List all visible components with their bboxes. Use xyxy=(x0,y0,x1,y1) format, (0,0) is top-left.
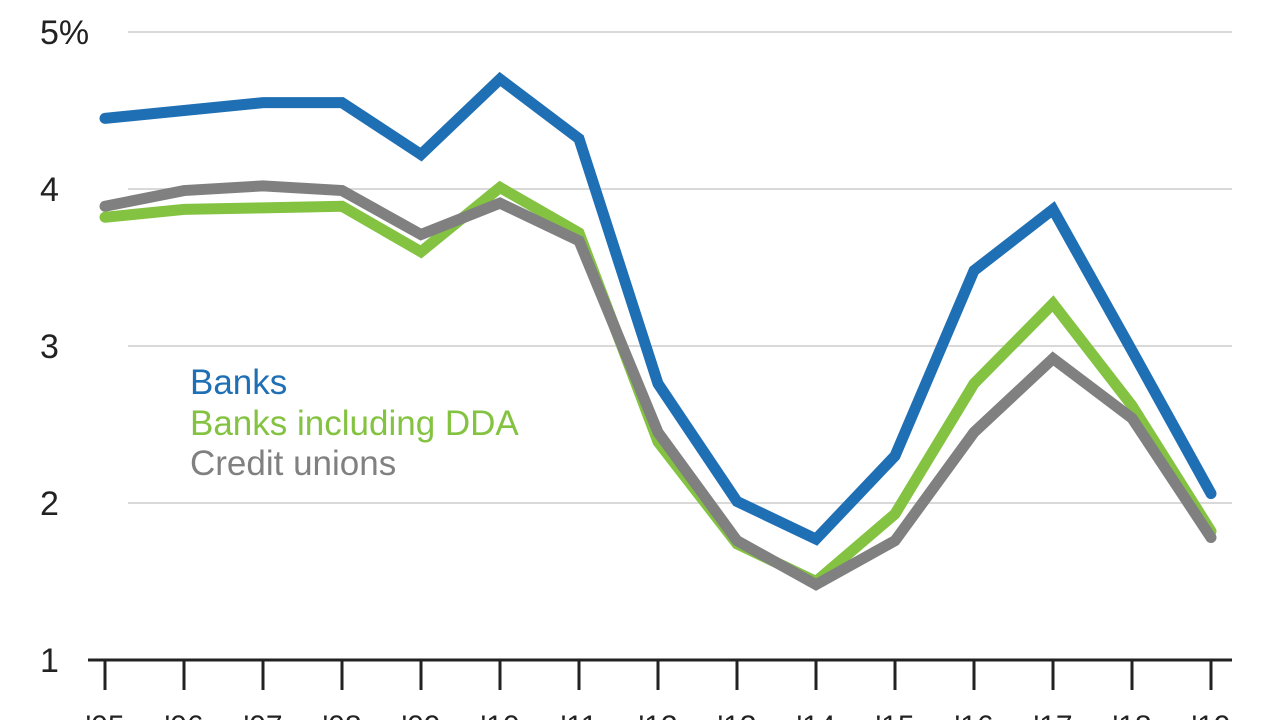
x-tick-label: '09 xyxy=(401,710,440,720)
y-tick-label: 5% xyxy=(40,14,89,52)
series-line-credit-unions xyxy=(99,180,1217,591)
x-axis xyxy=(88,658,1232,690)
series-lines xyxy=(99,71,1217,591)
x-tick-label: '11 xyxy=(561,710,598,720)
series-line-banks xyxy=(99,71,1217,546)
x-axis-tick-labels: '05 '06 '07 '08 '09 '10 '11 '12 '13 '14 '15 '16 '17 '… xyxy=(85,710,1230,720)
y-tick-label: 3 xyxy=(40,328,59,366)
y-tick-label: 1 xyxy=(40,642,59,680)
y-tick-label: 4 xyxy=(40,171,59,209)
x-tick-label: '14 xyxy=(796,710,835,720)
x-tick-label: '18 xyxy=(1112,710,1151,720)
x-tick-label: '19 xyxy=(1191,710,1230,720)
x-tick-label: '10 xyxy=(480,710,519,720)
x-tick-label: '12 xyxy=(638,710,677,720)
series-line-banks-including-dda xyxy=(99,180,1217,589)
y-tick-label: 2 xyxy=(40,485,59,523)
x-tick-label: '15 xyxy=(875,710,914,720)
x-tick-label: '08 xyxy=(322,710,361,720)
legend-entry-banks: Banks xyxy=(190,363,287,402)
x-tick-label: '17 xyxy=(1033,710,1072,720)
x-tick-label: '05 xyxy=(85,710,124,720)
legend-entry-credit-unions: Credit unions xyxy=(190,444,396,483)
y-axis-tick-labels: 1 2 3 4 5% xyxy=(40,14,89,680)
legend-entry-banks-including-dda: Banks including DDA xyxy=(190,404,519,443)
x-tick-label: '06 xyxy=(164,710,203,720)
x-tick-label: '13 xyxy=(717,710,756,720)
x-tick-label: '16 xyxy=(954,710,993,720)
x-tick-label: '07 xyxy=(243,710,282,720)
